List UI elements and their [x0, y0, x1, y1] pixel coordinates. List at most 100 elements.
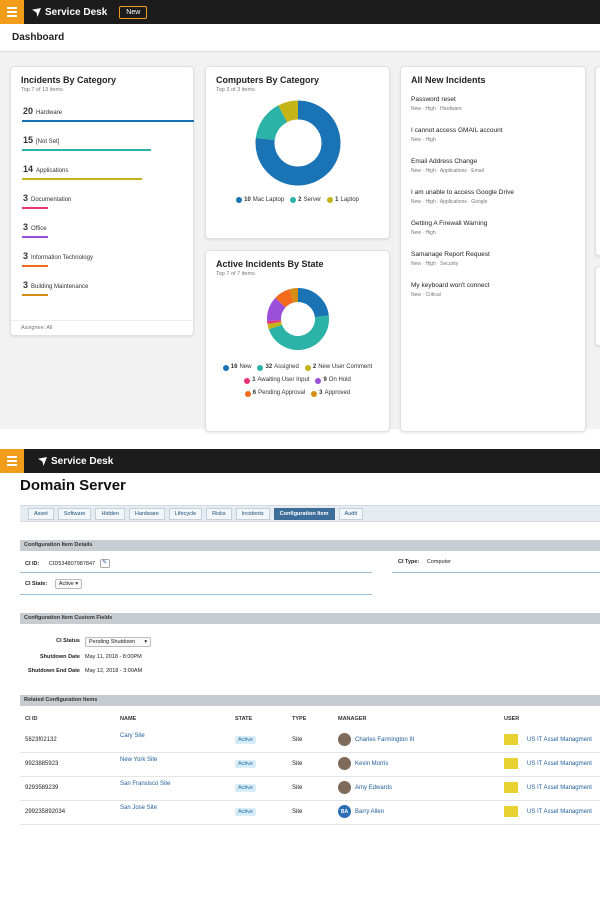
brand[interactable]: Service Desk [32, 7, 107, 18]
donut-slice-server[interactable] [255, 105, 288, 141]
category-label: 3 Documentation [23, 193, 71, 203]
manager-link[interactable]: Amy Edwards [355, 785, 393, 791]
legend-item[interactable]: 1 Awaiting User Input [244, 375, 309, 386]
incident-item[interactable]: My keyboard won't connect New · Critical [401, 277, 585, 308]
tab-audit[interactable]: Audit [338, 507, 364, 520]
tab-configuration-item[interactable]: Configuration Item [273, 507, 335, 520]
donut-slice-pending-approval[interactable] [275, 289, 294, 308]
category-row[interactable]: 15 [Not Set] [11, 128, 193, 157]
legend-item[interactable]: 6 Pending Approval [244, 388, 305, 399]
type-cell: Site [292, 785, 303, 791]
column-header[interactable]: CI ID [25, 716, 38, 722]
ci-id-cell: 9293589239 [25, 785, 59, 791]
edit-icon[interactable]: ✎ [99, 559, 110, 568]
legend-item[interactable]: 32 Assigned [257, 362, 299, 373]
manager-link[interactable]: Kevin Morris [355, 761, 389, 767]
donut-slice-assigned[interactable] [268, 315, 329, 350]
legend-item[interactable]: 2 Server [290, 197, 321, 203]
ci-name-link[interactable]: New York Site [120, 757, 158, 763]
avatar[interactable] [338, 781, 351, 794]
user-group-icon [504, 734, 518, 745]
ci-state-value: Active [58, 581, 74, 587]
shutdown-end-value[interactable]: May 12, 2018 - 3:00AM [85, 668, 143, 674]
ci-name-link[interactable]: San Jose Site [120, 805, 158, 811]
brand-logo-icon [32, 7, 41, 17]
category-row[interactable]: 3 Office [11, 215, 193, 244]
tab-hidden[interactable]: Hidden [95, 507, 125, 520]
tab-lifecycle[interactable]: Lifecycle [168, 507, 203, 520]
legend-item[interactable]: 16 New [222, 362, 251, 373]
category-row[interactable]: 14 Applications [11, 157, 193, 186]
partial-card [595, 66, 600, 256]
donut-slice-new[interactable] [297, 288, 329, 318]
user-link[interactable]: US IT Asset Managment [527, 737, 592, 743]
donut-slice-on-hold[interactable] [267, 297, 286, 322]
tab-asset[interactable]: Asset [28, 507, 54, 520]
app-name: Service Desk [45, 6, 108, 18]
incident-item[interactable]: Email Address Change New · High · Applica… [401, 153, 585, 184]
category-row[interactable]: 3 Building Maintenance [11, 273, 193, 302]
ci-status-value: Pending Shutdown [89, 639, 136, 645]
incident-title: I cannot access GMAIL account [411, 127, 503, 134]
category-row[interactable]: 3 Information Technology [11, 244, 193, 273]
avatar[interactable] [338, 757, 351, 770]
state-cell: Active [235, 760, 256, 768]
ci-name-link[interactable]: San Fransisco Site [120, 781, 171, 787]
tab-software[interactable]: Software [57, 507, 92, 520]
manager-link[interactable]: Barry Allen [355, 809, 385, 815]
user-link[interactable]: US IT Asset Managment [527, 785, 592, 791]
hamburger-menu-icon[interactable] [0, 449, 24, 473]
legend-item[interactable]: 10 Mac Laptop [236, 197, 284, 203]
user-group-icon [504, 758, 518, 769]
hamburger-menu-icon[interactable] [0, 0, 24, 24]
category-bar [22, 120, 194, 122]
category-row[interactable]: 20 Hardware [11, 99, 194, 128]
tab-incidents[interactable]: Incidents [235, 507, 270, 520]
field-underline [20, 594, 372, 595]
legend-dot [236, 197, 243, 203]
manager-link[interactable]: Charles Farmington III [355, 737, 415, 743]
brand[interactable]: Service Desk [38, 456, 113, 467]
user-link[interactable]: US IT Asset Managment [527, 761, 592, 767]
legend-item[interactable]: 2 New User Comment [304, 362, 372, 373]
donut-slice-approved[interactable] [289, 288, 299, 303]
legend-item[interactable]: 1 Laptop [327, 197, 359, 203]
category-count: 3 [23, 193, 29, 203]
tab-hardware[interactable]: Hardware [128, 507, 165, 520]
table-row[interactable]: 9293589239 San Fransisco Site Active Site Am… [20, 777, 600, 801]
shutdown-date-value[interactable]: May 11, 2018 - 8:00PM [85, 654, 142, 660]
states-legend: 16 New 32 Assigned 2 New User Comment 1 Awaitin… [206, 362, 389, 399]
avatar[interactable] [338, 733, 351, 746]
category-row[interactable]: 3 Documentation [11, 186, 193, 215]
ci-name-link[interactable]: Cary Site [120, 733, 145, 739]
incident-item[interactable]: I cannot access GMAIL account New · High [401, 122, 585, 153]
new-button[interactable]: New [119, 5, 148, 19]
column-header[interactable]: STATE [235, 716, 253, 722]
donut-slice-new-user-comment[interactable] [267, 321, 283, 330]
column-header[interactable]: MANAGER [338, 716, 367, 722]
section-header: Configuration Item Details [20, 540, 600, 551]
incident-item[interactable]: Getting A Firewall Warning New · High [401, 215, 585, 246]
legend-count: 2 [312, 364, 317, 370]
legend-count: 9 [323, 377, 327, 383]
incident-item[interactable]: Password reset New · High · Hardware [401, 91, 585, 122]
legend-item[interactable]: 9 On Hold [315, 375, 351, 386]
column-header[interactable]: USER [504, 716, 520, 722]
legend-item[interactable]: 3 Approved [311, 388, 350, 399]
column-header[interactable]: NAME [120, 716, 137, 722]
tab-risks[interactable]: Risks [206, 507, 232, 520]
user-link[interactable]: US IT Asset Managment [527, 809, 592, 815]
donut-slice-laptop[interactable] [278, 100, 299, 123]
incident-item[interactable]: I am unable to access Google Drive New · … [401, 184, 585, 215]
column-header[interactable]: TYPE [292, 716, 307, 722]
table-row[interactable]: 299235892034 San Jose Site Active Site BA Bar… [20, 801, 600, 825]
avatar[interactable]: BA [338, 805, 351, 818]
table-row[interactable]: 9923885923 New York Site Active Site Kevin M… [20, 753, 600, 777]
incident-item[interactable]: Samanage Report Request New · High · Secu… [401, 246, 585, 277]
legend-dot [222, 364, 229, 371]
ci-state-select[interactable]: Active ▾ [54, 579, 83, 589]
table-row[interactable]: 5823f02132 Cary Site Active Site Charles Far… [20, 729, 600, 753]
donut-slice-mac-laptop[interactable] [255, 100, 341, 186]
status-badge: Active [235, 808, 256, 816]
ci-status-select[interactable]: Pending Shutdown ▾ [85, 637, 152, 647]
